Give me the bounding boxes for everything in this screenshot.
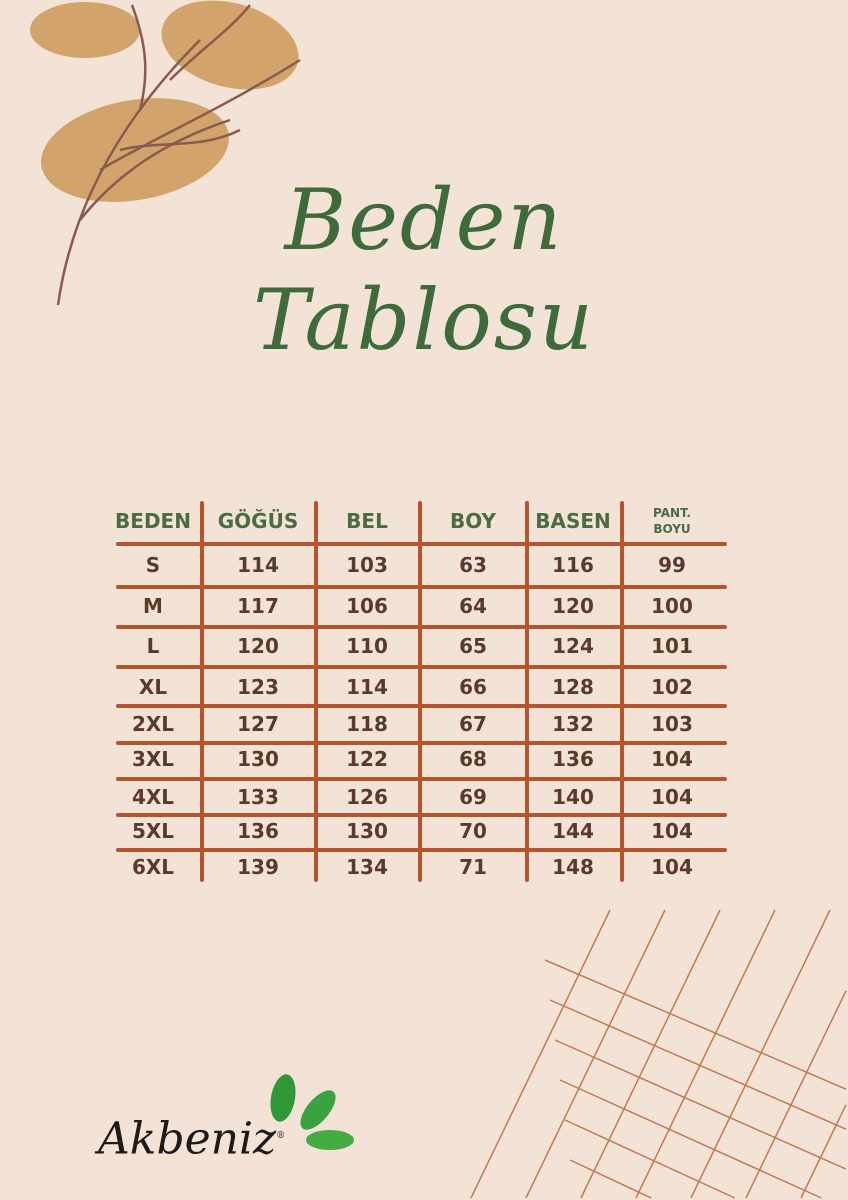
- size-label: 2XL: [131, 712, 175, 736]
- branch-decoration: [30, 0, 301, 306]
- table-cell: 139: [237, 855, 279, 879]
- grid-line: [544, 959, 847, 1090]
- table-cell: 114: [237, 553, 279, 577]
- grid-line: [564, 1119, 736, 1199]
- grid-line: [635, 909, 776, 1199]
- table-cell: 99: [658, 553, 686, 577]
- table-cell: 66: [459, 675, 487, 699]
- logo-leaves-icon: [270, 1074, 354, 1150]
- table-cell: 101: [651, 634, 693, 658]
- column-header: BEDEN: [115, 509, 191, 533]
- column-header: GÖĞÜS: [217, 509, 299, 533]
- size-label: 5XL: [131, 819, 175, 843]
- table-cell: 104: [651, 747, 693, 771]
- size-label: L: [146, 634, 160, 658]
- table-grid: [116, 501, 727, 882]
- table-cell: 102: [651, 675, 693, 699]
- table-cell: 133: [237, 785, 279, 809]
- column-header: BASEN: [535, 509, 611, 533]
- column-header: BEL: [346, 509, 388, 533]
- size-label: XL: [138, 675, 168, 699]
- grid-line: [745, 990, 847, 1199]
- brand-logo: Akbeniz®: [98, 1110, 285, 1166]
- grid-line: [580, 909, 721, 1199]
- table-cell: 103: [651, 712, 693, 736]
- table-cell: 124: [552, 634, 594, 658]
- table-cell: 103: [346, 553, 388, 577]
- brand-name: Akbeniz: [98, 1113, 277, 1165]
- grid-line: [525, 909, 666, 1199]
- grid-line: [554, 1039, 847, 1170]
- table-cell: 132: [552, 712, 594, 736]
- grid-line: [549, 999, 847, 1130]
- table-cell: 100: [651, 594, 693, 618]
- title-line-2: Tablosu: [252, 271, 595, 369]
- table-cell: 63: [459, 553, 487, 577]
- table-cell: 126: [346, 785, 388, 809]
- grid-line: [569, 1159, 652, 1199]
- grid-line: [470, 909, 611, 1199]
- registered-mark: ®: [276, 1131, 286, 1141]
- table-cell: 122: [346, 747, 388, 771]
- table-cell: 123: [237, 675, 279, 699]
- table-cell: 69: [459, 785, 487, 809]
- table-cell: 67: [459, 712, 487, 736]
- table-cell: 118: [346, 712, 388, 736]
- table-cell: 120: [552, 594, 594, 618]
- table-cell: 110: [346, 634, 388, 658]
- table-cell: 70: [459, 819, 487, 843]
- page-title: Beden Tablosu: [0, 170, 848, 370]
- table-cell: 144: [552, 819, 594, 843]
- table-cell: 130: [346, 819, 388, 843]
- table-cell: 104: [651, 819, 693, 843]
- table-cell: 130: [237, 747, 279, 771]
- table-cell: 116: [552, 553, 594, 577]
- table-cell: 134: [346, 855, 388, 879]
- table-cell: 65: [459, 634, 487, 658]
- table-cell: 128: [552, 675, 594, 699]
- table-cell: 117: [237, 594, 279, 618]
- table-cell: 64: [459, 594, 487, 618]
- table-cell: 104: [651, 785, 693, 809]
- table-cell: 71: [459, 855, 487, 879]
- table-cell: 104: [651, 855, 693, 879]
- grid-decoration: [470, 909, 847, 1199]
- column-header: BOY: [449, 509, 496, 533]
- size-label: M: [143, 594, 163, 618]
- size-label: 3XL: [131, 747, 175, 771]
- table-cell: 120: [237, 634, 279, 658]
- table-cell: 127: [237, 712, 279, 736]
- grid-line: [559, 1079, 822, 1199]
- size-label: 6XL: [131, 855, 175, 879]
- table-cell: 136: [552, 747, 594, 771]
- size-label: 4XL: [131, 785, 175, 809]
- title-line-1: Beden: [284, 171, 564, 269]
- table-cell: 140: [552, 785, 594, 809]
- table-cell: 148: [552, 855, 594, 879]
- size-label: S: [145, 553, 161, 577]
- table-cell: 114: [346, 675, 388, 699]
- table-cell: 106: [346, 594, 388, 618]
- grid-line: [690, 909, 831, 1199]
- table-cell: 68: [459, 747, 487, 771]
- grid-line: [800, 1104, 847, 1199]
- column-header: PANT. BOYU: [653, 506, 691, 536]
- table-cell: 136: [237, 819, 279, 843]
